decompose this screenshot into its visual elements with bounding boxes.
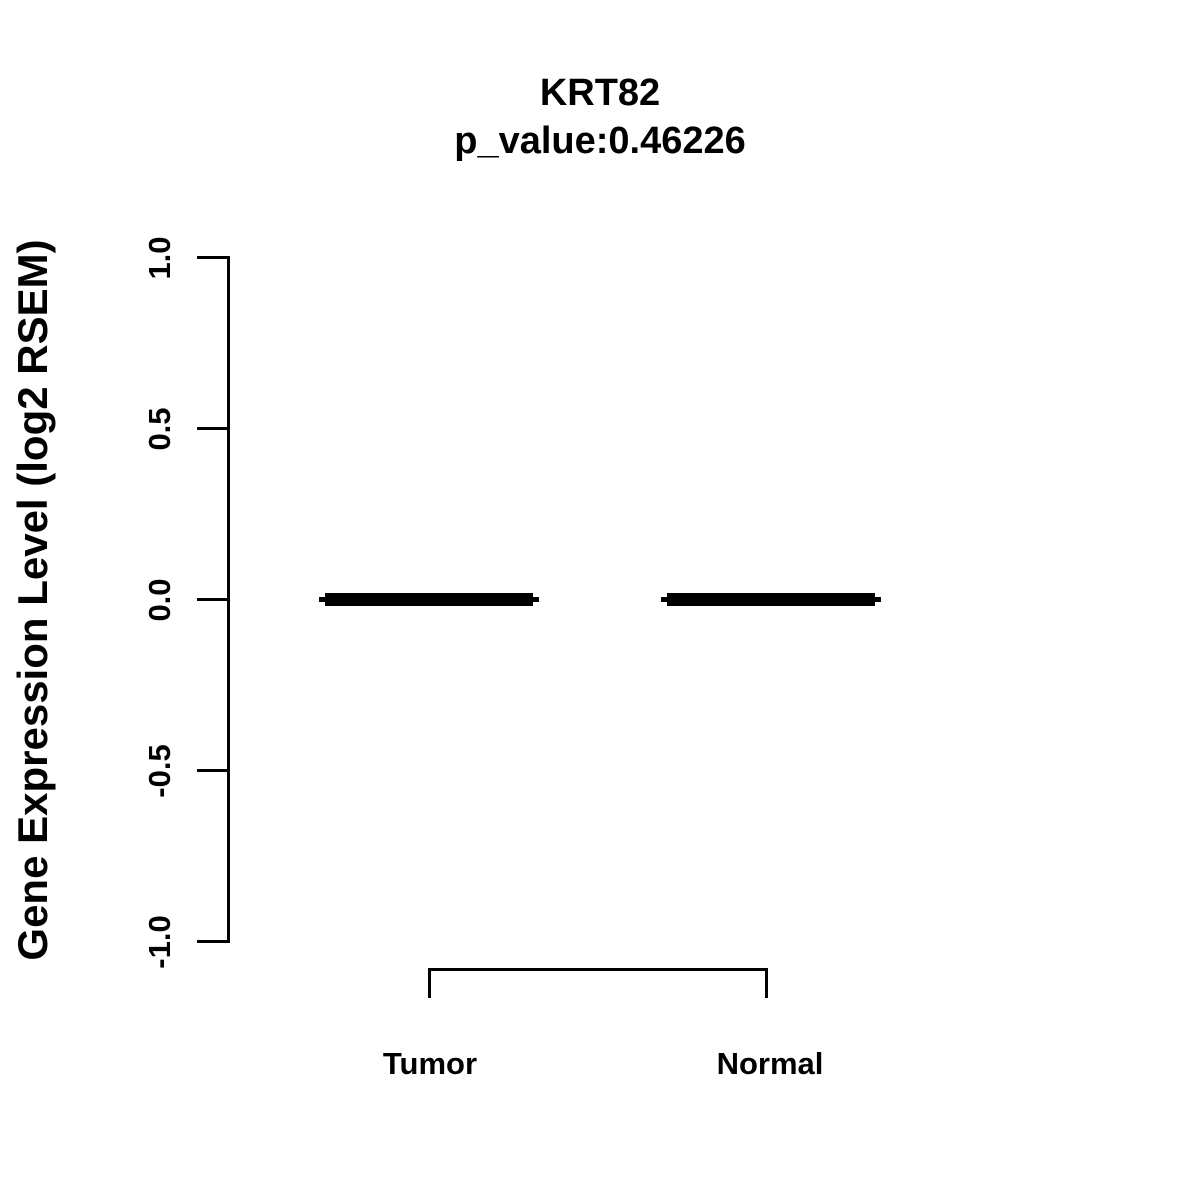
y-tick-mark bbox=[197, 427, 227, 430]
x-label-normal: Normal bbox=[716, 1046, 824, 1081]
comparison-bracket bbox=[428, 968, 768, 998]
y-tick-mark bbox=[197, 256, 227, 259]
p-value-label: p_value:0.46226 bbox=[454, 120, 746, 162]
y-axis-line bbox=[227, 256, 230, 943]
median-line-tumor bbox=[325, 593, 533, 606]
chart-title: KRT82 bbox=[539, 72, 661, 114]
y-tick-mark bbox=[197, 598, 227, 601]
y-tick-label: 1.0 bbox=[142, 235, 177, 280]
y-axis-title: Gene Expression Level (log2 RSEM) bbox=[9, 239, 56, 961]
y-tick-label: -0.5 bbox=[142, 743, 177, 798]
y-tick-mark bbox=[197, 940, 227, 943]
x-label-tumor: Tumor bbox=[382, 1046, 478, 1081]
y-tick-label: -1.0 bbox=[142, 914, 177, 969]
y-tick-label: 0.0 bbox=[142, 577, 177, 622]
y-tick-mark bbox=[197, 769, 227, 772]
median-line-normal bbox=[667, 593, 875, 606]
y-tick-label: 0.5 bbox=[142, 406, 177, 451]
